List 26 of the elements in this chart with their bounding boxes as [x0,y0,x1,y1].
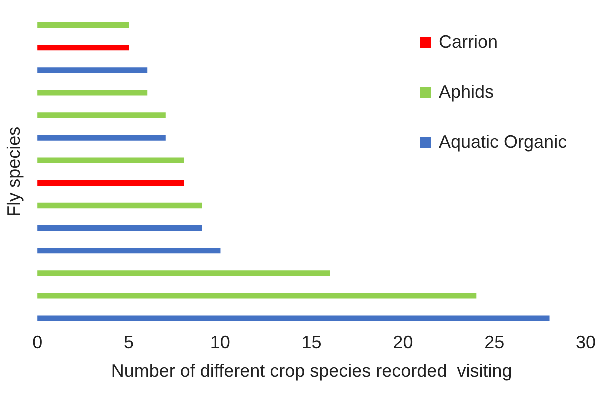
bar [38,225,202,232]
bar [38,202,202,209]
x-axis-title: Number of different crop species recorded visiting [111,361,512,382]
bar [38,135,166,141]
x-tick-label: 20 [393,332,414,353]
bar [38,112,166,118]
x-tick-label: 0 [32,332,43,353]
legend-label: Aphids [439,82,494,102]
x-tick-label: 5 [124,332,134,353]
bar [38,68,148,74]
bar [38,45,130,51]
bar [38,248,221,254]
x-tick-label: 30 [576,332,596,353]
bar [38,158,184,164]
legend-label: Carrion [439,32,498,52]
x-tick-label: 10 [210,332,230,353]
legend-label: Aquatic Organic [439,132,568,152]
bar [38,316,550,322]
x-tick-label: 15 [302,332,322,353]
bar [38,90,148,96]
bar [38,293,477,299]
bar [38,270,330,276]
bar [38,22,130,28]
x-tick-label: 25 [484,332,505,353]
y-axis-title: Fly species [4,126,24,217]
bar [38,180,184,186]
